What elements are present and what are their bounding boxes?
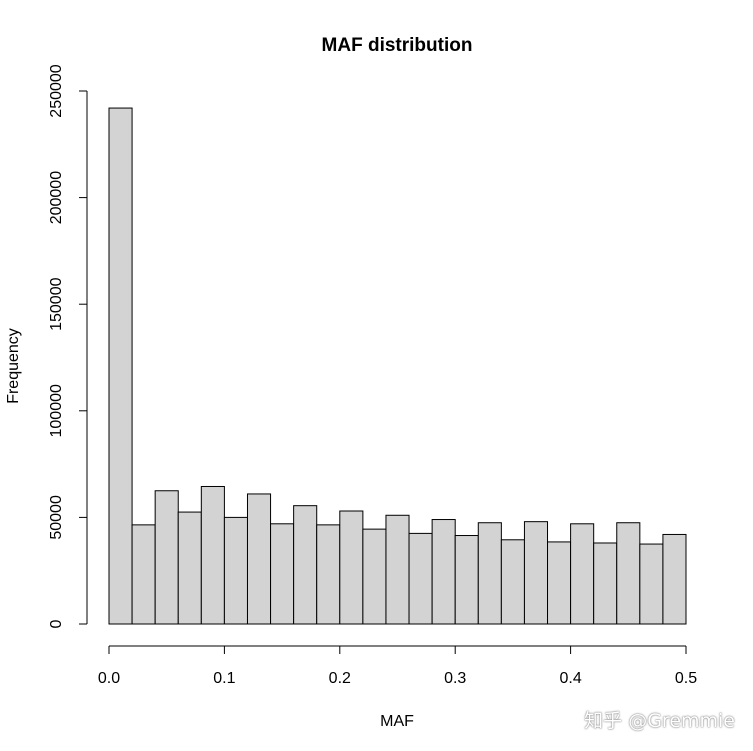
histogram-bar xyxy=(547,541,572,625)
y-tick-label: 250000 xyxy=(48,64,65,117)
x-axis: 0.0 0.1 0.2 0.3 0.4 0.5 xyxy=(98,645,697,687)
histogram-bar xyxy=(131,524,156,625)
x-tick-label: 0.2 xyxy=(329,670,351,687)
histogram-bar xyxy=(177,511,202,625)
histogram-bar xyxy=(293,505,318,625)
histogram-bar xyxy=(593,542,618,625)
histogram-bar xyxy=(408,532,433,625)
x-tick-label: 0.1 xyxy=(213,670,235,687)
watermark-text: 知乎 @Gremmie xyxy=(584,710,735,732)
histogram-bar xyxy=(523,521,549,625)
histogram-bar xyxy=(246,493,272,625)
histogram-bar xyxy=(385,514,410,625)
histogram-bar xyxy=(270,523,295,625)
histogram-bar xyxy=(500,539,525,625)
x-axis-label: MAF xyxy=(380,713,414,730)
histogram-bar xyxy=(316,524,341,625)
histogram-bar xyxy=(362,528,387,625)
y-tick-label: 150000 xyxy=(48,277,65,330)
chart-title: MAF distribution xyxy=(322,35,473,56)
y-tick-label: 200000 xyxy=(48,171,65,224)
bars-group xyxy=(108,107,687,625)
histogram-bar xyxy=(662,533,687,625)
y-axis: 0 50000 100000 150000 200000 250000 xyxy=(48,64,88,628)
x-tick-label: 0.3 xyxy=(444,670,466,687)
histogram-bar xyxy=(108,107,133,625)
histogram-bar xyxy=(223,516,248,625)
y-tick-label: 50000 xyxy=(48,495,65,540)
x-tick-label: 0.5 xyxy=(675,670,697,687)
x-tick-label: 0.0 xyxy=(98,670,120,687)
histogram-bar xyxy=(570,523,595,625)
y-tick-label: 0 xyxy=(48,619,65,628)
histogram-bar xyxy=(200,485,225,625)
histogram-bar xyxy=(616,522,641,625)
histogram-bar xyxy=(477,522,502,625)
x-tick-label: 0.4 xyxy=(559,670,581,687)
histogram-bar xyxy=(454,535,479,625)
y-tick-label: 100000 xyxy=(48,384,65,437)
histogram-bar xyxy=(431,519,456,625)
histogram-bar xyxy=(639,543,664,625)
y-axis-label: Frequency xyxy=(5,328,22,404)
histogram-bar xyxy=(154,490,179,625)
histogram-bar xyxy=(339,510,364,625)
